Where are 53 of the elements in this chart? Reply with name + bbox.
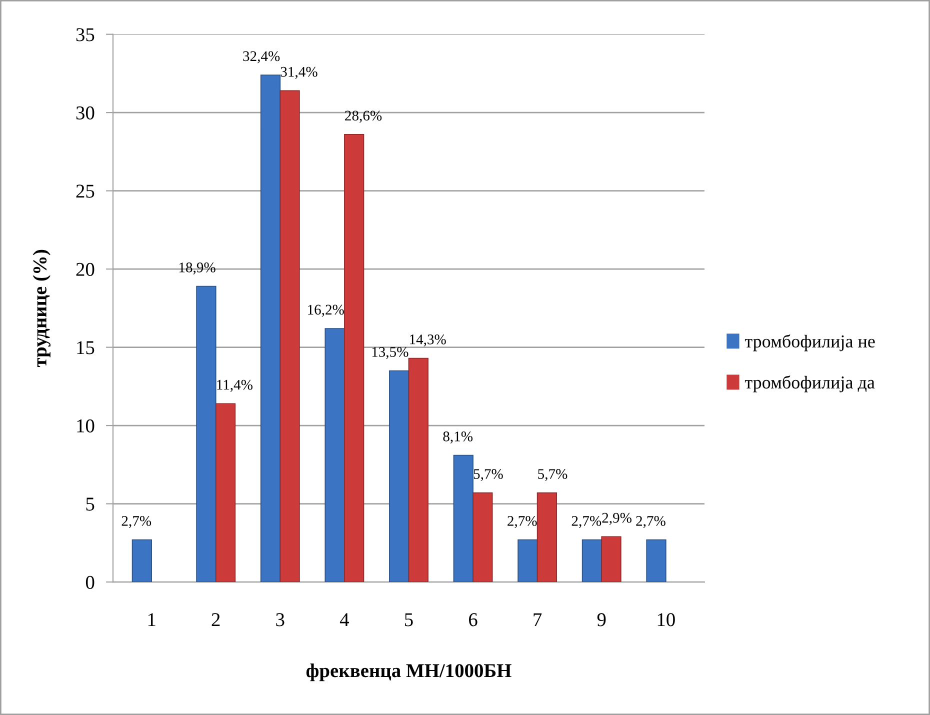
data-label: 5,7% <box>474 469 503 481</box>
bar <box>215 403 236 582</box>
x-axis-title: фреквенца МН/1000БН <box>306 664 512 682</box>
legend-label: тромбофилија не <box>744 334 875 352</box>
data-label: 14,3% <box>410 334 446 346</box>
y-tick-label: 15 <box>77 341 94 354</box>
data-label: 28,6% <box>345 110 382 123</box>
data-label: 2,7% <box>572 516 602 528</box>
data-label: 18,9% <box>179 262 216 274</box>
y-tick-label: 0 <box>86 576 94 589</box>
bar <box>582 539 602 582</box>
y-tick-label: 20 <box>76 262 94 276</box>
y-tick-label: 35 <box>76 28 94 42</box>
bar <box>324 328 345 582</box>
x-tick-label: 3 <box>276 613 284 626</box>
bar <box>601 536 622 582</box>
bar <box>344 134 364 582</box>
bar <box>453 454 474 582</box>
x-tick-label: 2 <box>212 613 220 626</box>
legend-label: тромбофилија да <box>744 375 875 392</box>
y-tick-label: 25 <box>76 184 94 198</box>
y-tick-label: 5 <box>86 498 94 511</box>
data-label: 13,5% <box>372 347 408 359</box>
x-tick-label: 7 <box>534 613 542 626</box>
data-label: 2,7% <box>508 516 537 528</box>
x-tick-label: 5 <box>405 613 413 626</box>
bar <box>260 74 281 582</box>
data-label: 8,1% <box>443 432 473 444</box>
x-tick-label: 4 <box>340 613 349 626</box>
data-label: 2,9% <box>602 512 632 525</box>
y-axis-title: труднице (%) <box>32 250 50 368</box>
bar <box>196 286 216 582</box>
x-tick-label: 6 <box>469 613 478 626</box>
bar <box>646 539 666 582</box>
y-tick-label: 10 <box>77 419 94 432</box>
data-label: 2,7% <box>636 516 666 528</box>
bar <box>280 90 300 582</box>
y-tick-label: 30 <box>76 106 94 120</box>
bar <box>389 370 410 582</box>
x-tick-label: 9 <box>597 613 606 626</box>
bar <box>472 492 493 582</box>
data-label: 11,4% <box>217 380 252 392</box>
bar <box>536 492 558 582</box>
data-label: 31,4% <box>280 66 318 79</box>
bar <box>132 539 152 582</box>
data-label: 5,7% <box>538 469 568 481</box>
bar <box>408 358 428 582</box>
bar <box>518 539 538 582</box>
x-tick-label: 1 <box>148 613 156 626</box>
data-label: 2,7% <box>122 516 152 528</box>
data-label: 16,2% <box>308 304 344 317</box>
data-label: 32,4% <box>243 51 280 64</box>
x-tick-label: 10 <box>658 613 675 626</box>
